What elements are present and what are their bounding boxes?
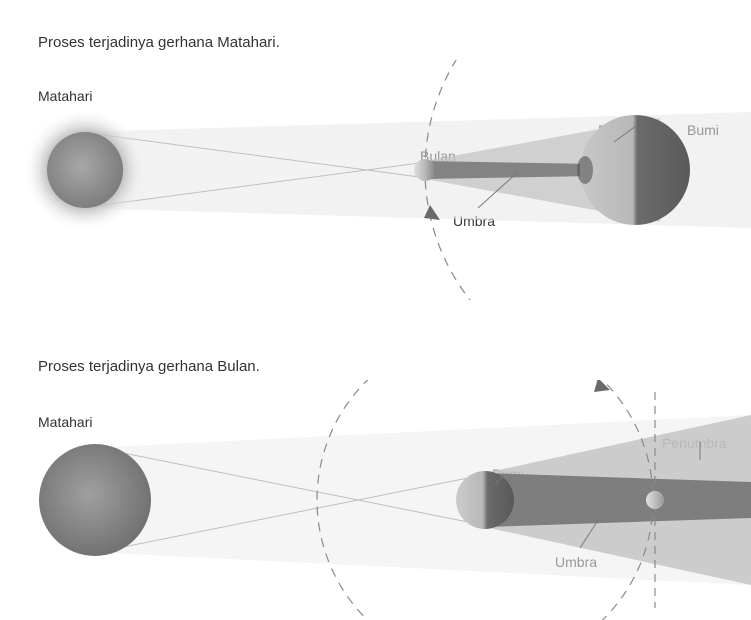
solar-eclipse-scene [0,60,751,300]
lunar-eclipse-title: Proses terjadinya gerhana Bulan. [38,358,260,375]
sun-body-1 [47,132,123,208]
sun-body-2 [39,444,151,556]
umbra-cone-1 [425,161,595,179]
earth-umbra-spot [577,156,593,184]
lunar-eclipse-scene [0,380,751,620]
solar-eclipse-title: Proses terjadinya gerhana Matahari. [38,34,280,51]
earth-body-2 [456,471,514,529]
umbra-cone-2 [485,473,751,527]
moon-body-2 [646,491,664,509]
moon-body-1 [414,159,436,181]
earth-body-1 [580,115,690,225]
